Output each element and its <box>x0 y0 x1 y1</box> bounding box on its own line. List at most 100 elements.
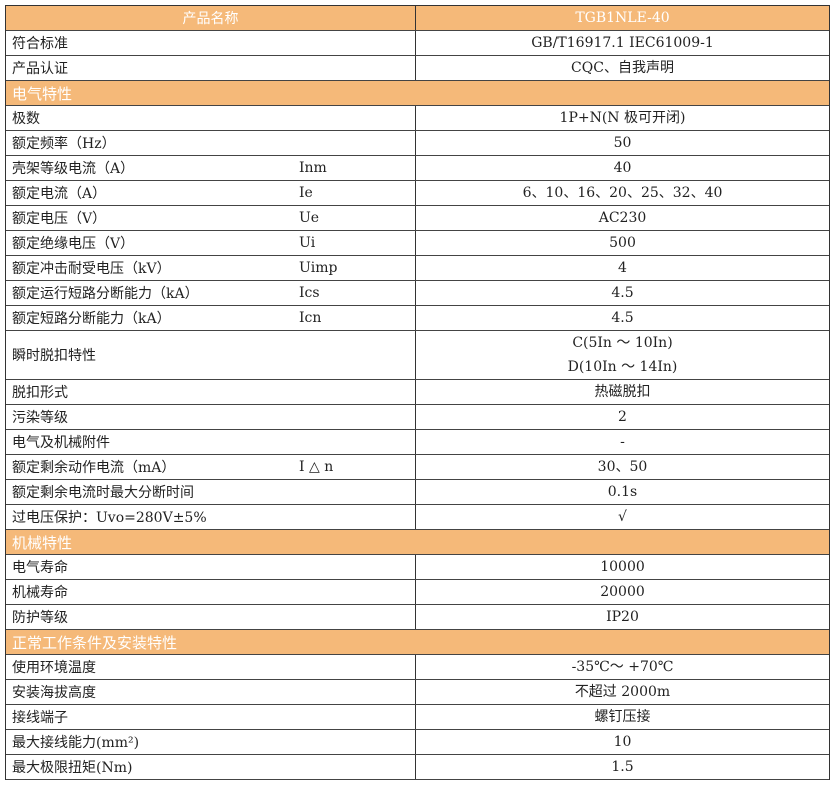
param-cell: 额定剩余电流时最大分断时间 <box>6 480 416 504</box>
value-cell: 2 <box>416 405 829 429</box>
param-cell: 额定短路分断能力（kA） Icn <box>6 306 416 330</box>
param-cell: 额定电压（V） Ue <box>6 206 416 230</box>
param-label: 接线端子 <box>12 710 68 726</box>
param-value: 热磁脱扣 <box>594 384 651 400</box>
table-row: 最大极限扭矩(Nm) 1.5 <box>6 755 829 780</box>
param-value: 1P+N(N 极可开闭) <box>559 110 686 126</box>
param-cell: 安装海拔高度 <box>6 680 416 704</box>
param-label: 机械寿命 <box>12 585 68 601</box>
param-label: 安装海拔高度 <box>12 685 96 701</box>
param-label: 过电压保护：Uvo=280V±5% <box>12 510 207 526</box>
table-row: 额定剩余电流时最大分断时间 0.1s <box>6 480 829 505</box>
table-row: 机械寿命 20000 <box>6 580 829 605</box>
value-cell: 4 <box>416 256 829 280</box>
value-cell: 20000 <box>416 580 829 604</box>
param-cell: 额定剩余动作电流（mA） I △ n <box>6 455 416 479</box>
section-title: 正常工作条件及安装特性 <box>12 633 178 652</box>
table-row: 额定冲击耐受电压（kV） Uimp 4 <box>6 256 829 281</box>
param-cell: 使用环境温度 <box>6 655 416 679</box>
section-title: 电气特性 <box>12 84 73 103</box>
table-row: 电气及机械附件 - <box>6 430 829 455</box>
param-value: - <box>620 434 625 450</box>
param-value: 500 <box>609 235 636 251</box>
param-label: 产品认证 <box>12 61 68 77</box>
param-label: 额定短路分断能力（kA） <box>12 311 171 327</box>
param-value: GB/T16917.1 IEC61009-1 <box>531 35 714 51</box>
param-value: 2 <box>618 409 627 425</box>
table-row: 额定电流（A） Ie 6、10、16、20、25、32、40 <box>6 181 829 206</box>
value-cell: 10 <box>416 730 829 754</box>
param-label: 使用环境温度 <box>12 660 96 676</box>
param-value: 10000 <box>600 559 645 575</box>
param-symbol: Ics <box>299 285 320 301</box>
value-cell: IP20 <box>416 605 829 629</box>
param-value: 40 <box>613 160 632 176</box>
value-cell: 4.5 <box>416 281 829 305</box>
param-value: -35℃～ +70℃ <box>571 659 674 675</box>
table-row: 防护等级 IP20 <box>6 605 829 630</box>
table-row: 额定绝缘电压（V） Ui 500 <box>6 231 829 256</box>
param-value: 4 <box>618 260 627 276</box>
param-value: 50 <box>613 135 632 151</box>
table-row: 过电压保护：Uvo=280V±5% √ <box>6 505 829 530</box>
param-cell: 额定电流（A） Ie <box>6 181 416 205</box>
param-value: √ <box>618 509 627 525</box>
value-cell: C(5In ～ 10In) D(10In ～ 14In) <box>416 331 829 379</box>
section-header: 电气特性 <box>6 81 829 106</box>
param-label: 额定电压（V） <box>12 211 107 227</box>
table-row: 脱扣形式 热磁脱扣 <box>6 380 829 405</box>
param-label: 最大极限扭矩(Nm) <box>12 760 133 776</box>
param-cell: 防护等级 <box>6 605 416 629</box>
param-cell: 最大接线能力(mm²) <box>6 730 416 754</box>
table-row: 产品认证 CQC、自我声明 <box>6 56 829 81</box>
param-label: 电气及机械附件 <box>12 435 110 451</box>
value-cell: 0.1s <box>416 480 829 504</box>
param-cell: 额定冲击耐受电压（kV） Uimp <box>6 256 416 280</box>
param-value: 4.5 <box>611 310 634 326</box>
value-cell: 不超过 2000m <box>416 680 829 704</box>
param-cell: 额定绝缘电压（V） Ui <box>6 231 416 255</box>
table-row: 符合标准 GB/T16917.1 IEC61009-1 <box>6 31 829 56</box>
table-header-row: 产品名称 TGB1NLE-40 <box>6 6 829 31</box>
table-row: 额定运行短路分断能力（kA） Ics 4.5 <box>6 281 829 306</box>
value-cell: 螺钉压接 <box>416 705 829 729</box>
value-cell: 4.5 <box>416 306 829 330</box>
param-label: 符合标准 <box>12 36 68 52</box>
param-label: 壳架等级电流（A） <box>12 161 135 177</box>
param-label: 电气寿命 <box>12 560 68 576</box>
param-value: 0.1s <box>607 484 638 500</box>
param-value: CQC、自我声明 <box>571 60 674 76</box>
section-header: 机械特性 <box>6 530 829 555</box>
value-cell: 热磁脱扣 <box>416 380 829 404</box>
table-row: 接线端子 螺钉压接 <box>6 705 829 730</box>
product-name-label: 产品名称 <box>182 11 239 27</box>
param-label: 额定绝缘电压（V） <box>12 236 135 252</box>
param-cell: 电气及机械附件 <box>6 430 416 454</box>
param-label: 额定频率（Hz） <box>12 136 116 152</box>
param-label: 极数 <box>12 111 40 127</box>
param-value: 1.5 <box>611 759 634 775</box>
param-label: 额定剩余动作电流（mA） <box>12 460 176 476</box>
table-row: 额定电压（V） Ue AC230 <box>6 206 829 231</box>
table-row: 瞬时脱扣特性 C(5In ～ 10In) D(10In ～ 14In) <box>6 331 829 380</box>
param-cell: 额定运行短路分断能力（kA） Ics <box>6 281 416 305</box>
table-row: 额定频率（Hz） 50 <box>6 131 829 156</box>
param-cell: 电气寿命 <box>6 555 416 579</box>
param-value: C(5In ～ 10In) <box>572 335 673 351</box>
param-value: 螺钉压接 <box>594 709 651 725</box>
param-label: 防护等级 <box>12 610 68 626</box>
param-value: 4.5 <box>611 285 634 301</box>
spec-table: 产品名称 TGB1NLE-40 符合标准 GB/T16917.1 IEC61009… <box>5 5 830 780</box>
table-row: 额定剩余动作电流（mA） I △ n 30、50 <box>6 455 829 480</box>
value-cell: 40 <box>416 156 829 180</box>
param-value: 10 <box>613 734 632 750</box>
param-cell: 符合标准 <box>6 31 416 55</box>
value-cell: 1.5 <box>416 755 829 779</box>
param-symbol: Ui <box>299 235 316 251</box>
param-label: 额定运行短路分断能力（kA） <box>12 286 199 302</box>
param-cell: 额定频率（Hz） <box>6 131 416 155</box>
param-value: IP20 <box>606 609 639 625</box>
value-cell: 1P+N(N 极可开闭) <box>416 106 829 130</box>
param-label: 额定冲击耐受电压（kV） <box>12 261 171 277</box>
value-cell: 6、10、16、20、25、32、40 <box>416 181 829 205</box>
